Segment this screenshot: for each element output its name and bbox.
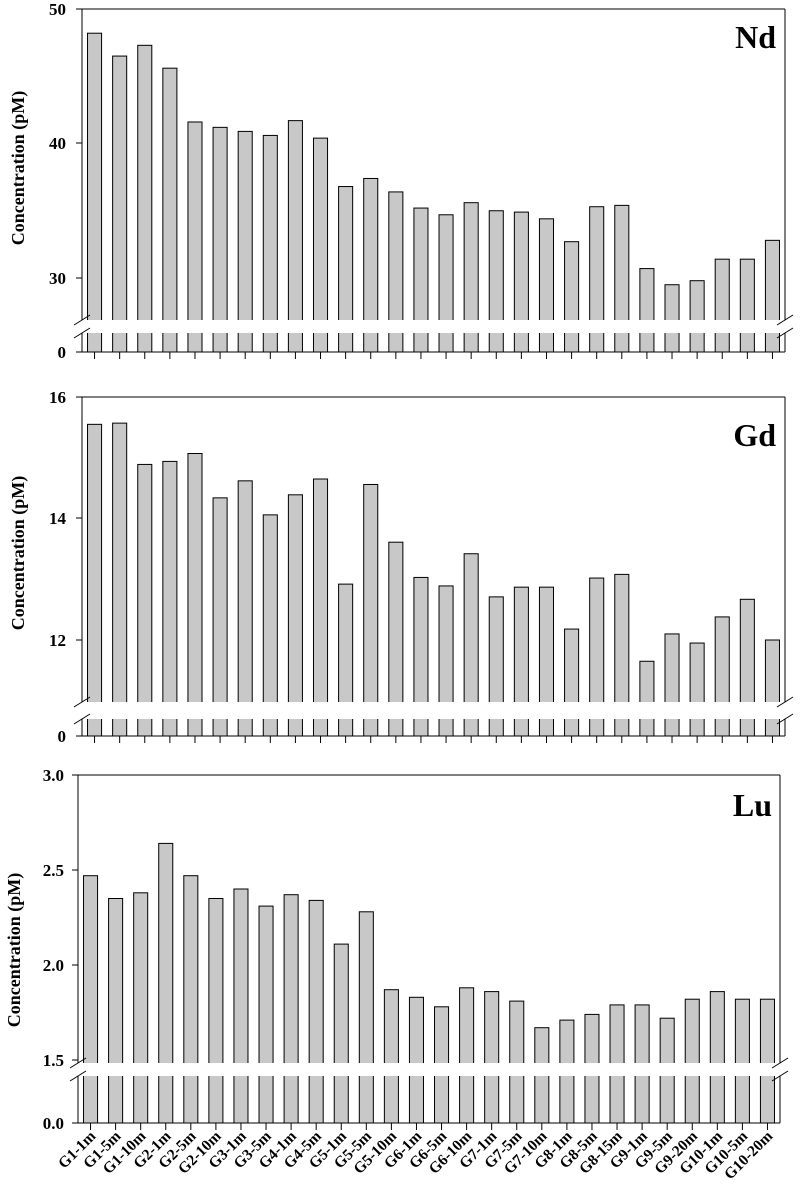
lu-bar-G3-5m [258,905,274,1124]
lu-bar-G1-1m [83,875,99,1124]
nd-axis-break-gap [72,320,795,333]
lu-break-mark [771,1057,789,1069]
nd-bar-G1-1m [87,32,103,353]
gd-bar-G3-1m [237,480,253,737]
gd-bar-G9-5m [664,633,680,737]
nd-bar-G9-5m [664,284,680,353]
nd-break-mark [73,327,91,339]
nd-bar-G3-1m [237,130,253,353]
gd-break-mark [776,713,794,725]
lu-bar-G7-1m [484,991,500,1124]
gd-bar-G8-1m [564,628,580,737]
gd-y-tick-label: 14 [49,509,67,528]
nd-y-tick-label: 40 [49,134,66,153]
nd-bar-G1-5m [112,55,128,353]
lu-bar-G1-10m [133,892,149,1124]
lu-bar-G7-5m [509,1000,525,1124]
gd-break-mark [73,713,91,725]
gd-bar-G5-5m [363,483,379,737]
gd-bar-G2-5m [187,453,203,737]
lu-bar-G10-20m [759,998,775,1124]
lu-panel: Concentration (pM) Lu 3.0 2.5 2.0 1.5 0.0 [4,766,790,1133]
gd-bar-G10-20m [764,639,780,737]
lu-break-mark [69,1057,87,1069]
lu-bar-G5-10m [383,989,399,1124]
gd-bar-G1-5m [112,422,128,737]
gd-bar-G9-20m [689,642,705,737]
lu-bar-G5-1m [333,943,349,1124]
nd-break-mark [776,327,794,339]
nd-element-label: Nd [735,19,776,55]
nd-bar-G4-5m [312,137,329,353]
nd-y-axis-label: Concentration (pM) [8,91,29,245]
lu-break-mark [771,1070,789,1082]
lu-bar-G3-1m [233,888,249,1124]
nd-break-mark [73,314,91,326]
lu-bar-G6-10m [459,987,475,1124]
gd-break-mark [73,696,91,708]
nd-bar-G2-10m [212,126,228,353]
gd-bar-G2-1m [162,460,178,737]
nd-bar-G4-1m [287,120,303,353]
gd-panel: Concentration (pM) Gd 16 14 12 0 [8,388,795,746]
nd-bar-G3-5m [262,134,278,353]
lu-bar-G4-1m [283,894,299,1124]
nd-bar-G9-1m [639,268,655,353]
gd-axis-break-gap [72,702,795,719]
lu-bar-G2-10m [208,898,224,1124]
nd-bar-G2-1m [162,67,178,353]
lu-bar-G6-1m [408,996,424,1124]
lu-bar-G2-1m [158,842,174,1124]
gd-y-axis-label: Concentration (pM) [8,476,29,630]
lu-y-tick-label: 2.5 [43,861,64,880]
lu-y-tick-label: 1.5 [43,1051,64,1070]
lu-bar-G10-5m [734,998,750,1124]
lu-bar-G1-5m [108,898,124,1124]
gd-element-label: Gd [733,417,776,453]
lu-y-axis-label: Concentration (pM) [4,873,25,1027]
gd-break-mark [776,696,794,708]
nd-bar-G1-10m [137,44,153,353]
nd-y-tick-label: 30 [49,269,66,288]
nd-bar-G10-20m [764,239,780,353]
nd-y-tick-label: 0 [58,343,67,362]
gd-bar-G4-5m [312,478,329,737]
lu-axis-break-gap [68,1063,790,1076]
nd-bar-G8-1m [564,241,580,353]
lu-bar-G9-20m [684,998,700,1124]
gd-y-tick-label: 0 [58,727,67,746]
lu-bar-G10-1m [709,991,725,1124]
gd-y-tick-label: 12 [49,631,66,650]
gd-bar-G2-10m [212,497,228,737]
lu-y-tick-label: 3.0 [43,766,64,785]
nd-break-mark [776,314,794,326]
lu-y-tick-label: 0.0 [43,1114,64,1133]
gd-bar-G1-10m [137,463,153,737]
lu-bar-G5-5m [358,911,374,1124]
nd-y-tick-label: 50 [49,0,66,19]
lu-bar-G4-5m [308,899,324,1124]
gd-bar-G4-1m [287,494,303,737]
nd-bar-G10-5m [739,258,755,353]
lu-element-label: Lu [733,787,772,823]
gd-bar-G1-1m [87,423,103,737]
nd-panel: Concentration (pM) Nd 50 40 30 0 [8,0,795,362]
lu-break-mark [69,1070,87,1082]
lu-bar-G2-5m [183,875,199,1124]
gd-y-tick-label: 16 [49,388,66,407]
nd-bar-G9-20m [689,280,705,353]
lu-y-tick-label: 2.0 [43,956,64,975]
nd-bar-G10-1m [714,258,730,353]
nd-bar-G2-5m [187,121,203,353]
gd-bar-G9-1m [639,660,655,737]
